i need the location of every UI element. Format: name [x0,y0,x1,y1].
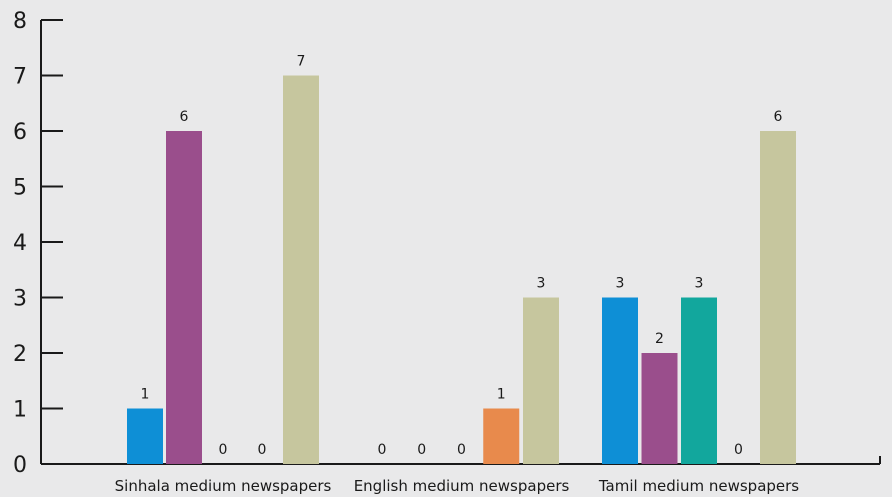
data-label: 7 [297,54,306,70]
data-label: 0 [219,442,228,458]
bars [127,75,796,464]
y-tick-label: 5 [13,176,27,201]
y-tick-label: 1 [13,398,27,423]
y-axis-ticks: 0 1 2 3 4 5 6 7 8 [13,9,63,478]
y-tick-label: 7 [13,65,27,90]
bar [602,297,638,464]
y-tick-label: 6 [13,120,27,145]
data-label: 3 [537,276,546,292]
bar [283,75,319,464]
bar [127,408,163,464]
data-label: 1 [497,387,506,403]
data-label: 3 [616,276,625,292]
data-label: 0 [734,442,743,458]
data-label: 0 [457,442,466,458]
y-tick-label: 4 [13,231,27,256]
bar [483,408,520,464]
data-label: 1 [141,387,150,403]
y-tick-label: 2 [13,342,27,367]
bar [166,131,202,464]
bar [641,353,678,464]
data-label: 6 [180,109,189,125]
y-tick-label: 0 [13,453,27,478]
category-labels: Sinhala medium newspapers English medium … [115,477,800,495]
data-label: 3 [695,276,704,292]
data-label: 0 [417,442,426,458]
data-label: 0 [258,442,267,458]
bar [681,297,717,464]
data-labels: 1 6 0 0 7 0 0 0 1 3 3 2 3 0 6 [141,54,783,459]
bar [523,297,559,464]
category-label: English medium newspapers [354,477,570,495]
y-tick-label: 3 [13,287,27,312]
data-label: 6 [774,109,783,125]
y-tick-label: 8 [13,9,27,34]
category-label: Sinhala medium newspapers [115,477,332,495]
data-label: 2 [655,331,664,347]
bar [760,131,796,464]
data-label: 0 [378,442,387,458]
category-label: Tamil medium newspapers [598,477,799,495]
